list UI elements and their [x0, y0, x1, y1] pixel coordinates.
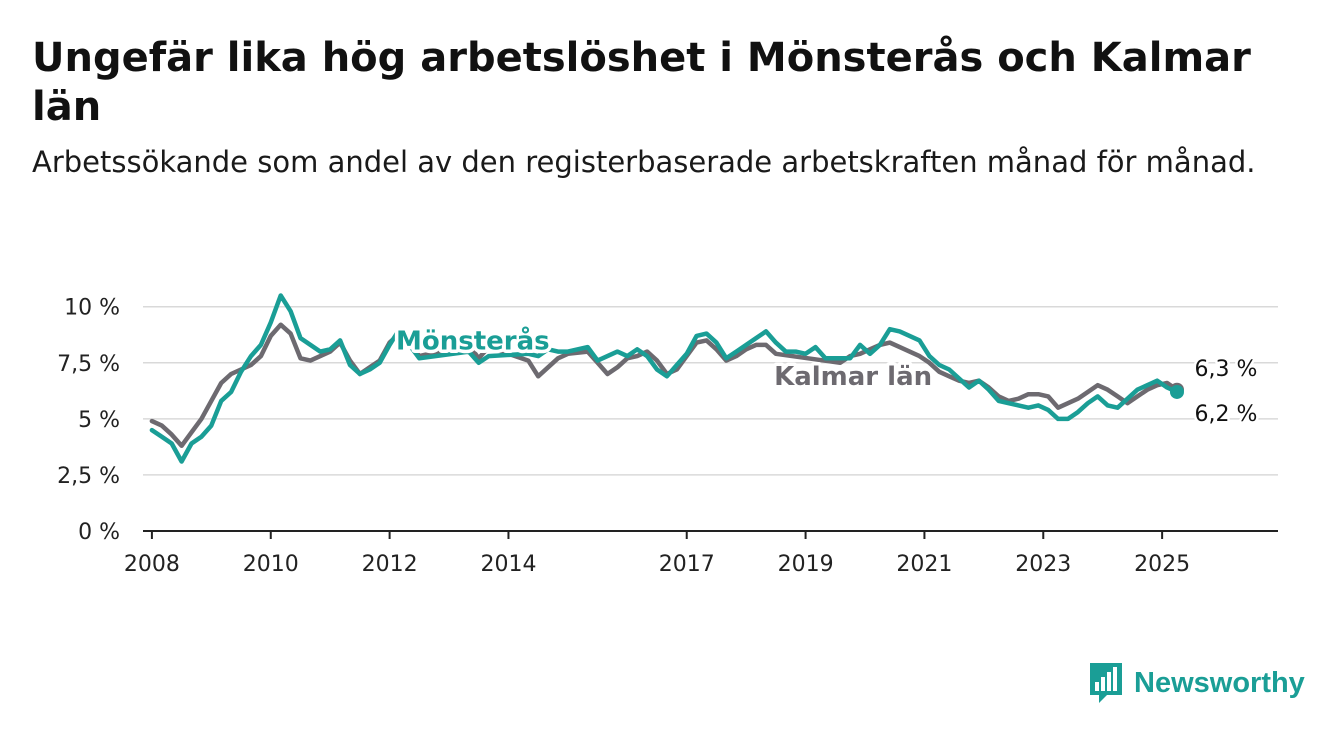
x-tick-label: 2008 — [124, 552, 180, 577]
end-value-label-monsteras: 6,2 % — [1195, 402, 1258, 427]
x-tick-label: 2023 — [1015, 552, 1071, 577]
series-line-0 — [149, 322, 1180, 449]
chart-title: Ungefär lika hög arbetslöshet i Mönsterå… — [32, 35, 1251, 130]
y-tick-label: 7,5 % — [57, 352, 120, 377]
brand-name: Newsworthy — [1134, 666, 1305, 699]
y-tick-label: 2,5 % — [57, 464, 120, 489]
x-tick-label: 2014 — [480, 552, 536, 577]
series-end-marker-1 — [1169, 384, 1184, 399]
x-tick-label: 2019 — [778, 552, 834, 577]
axes: 0 % 2,5 % 5 % 7,5 % 10 % 2008 2010 2012 2014 2017… — [57, 296, 1278, 577]
y-tick-label: 0 % — [78, 520, 120, 545]
chart-subtitle: Arbetssökande som andel av den registerb… — [32, 145, 1256, 179]
x-tick-label: 2021 — [896, 552, 952, 577]
x-tick-label: 2010 — [243, 552, 299, 577]
series-labels: Mönsterås Kalmar län 6,3 % 6,2 % — [392, 321, 1259, 430]
newsworthy-logo: Newsworthy — [1088, 660, 1305, 706]
series-line-1 — [149, 293, 1180, 464]
end-value-label-kalmar: 6,3 % — [1195, 357, 1258, 382]
series-label-kalmar: Kalmar län — [774, 362, 932, 392]
x-tick-label: 2012 — [362, 552, 418, 577]
y-tick-label: 5 % — [78, 408, 120, 433]
bar-chart-speech-bubble-icon — [1090, 663, 1122, 703]
x-tick-label: 2025 — [1134, 552, 1190, 577]
y-tick-label: 10 % — [64, 296, 120, 321]
series-lines — [149, 293, 1184, 464]
gridlines — [143, 305, 1278, 476]
series-label-monsteras: Mönsterås — [396, 324, 550, 356]
x-tick-label: 2017 — [659, 552, 715, 577]
